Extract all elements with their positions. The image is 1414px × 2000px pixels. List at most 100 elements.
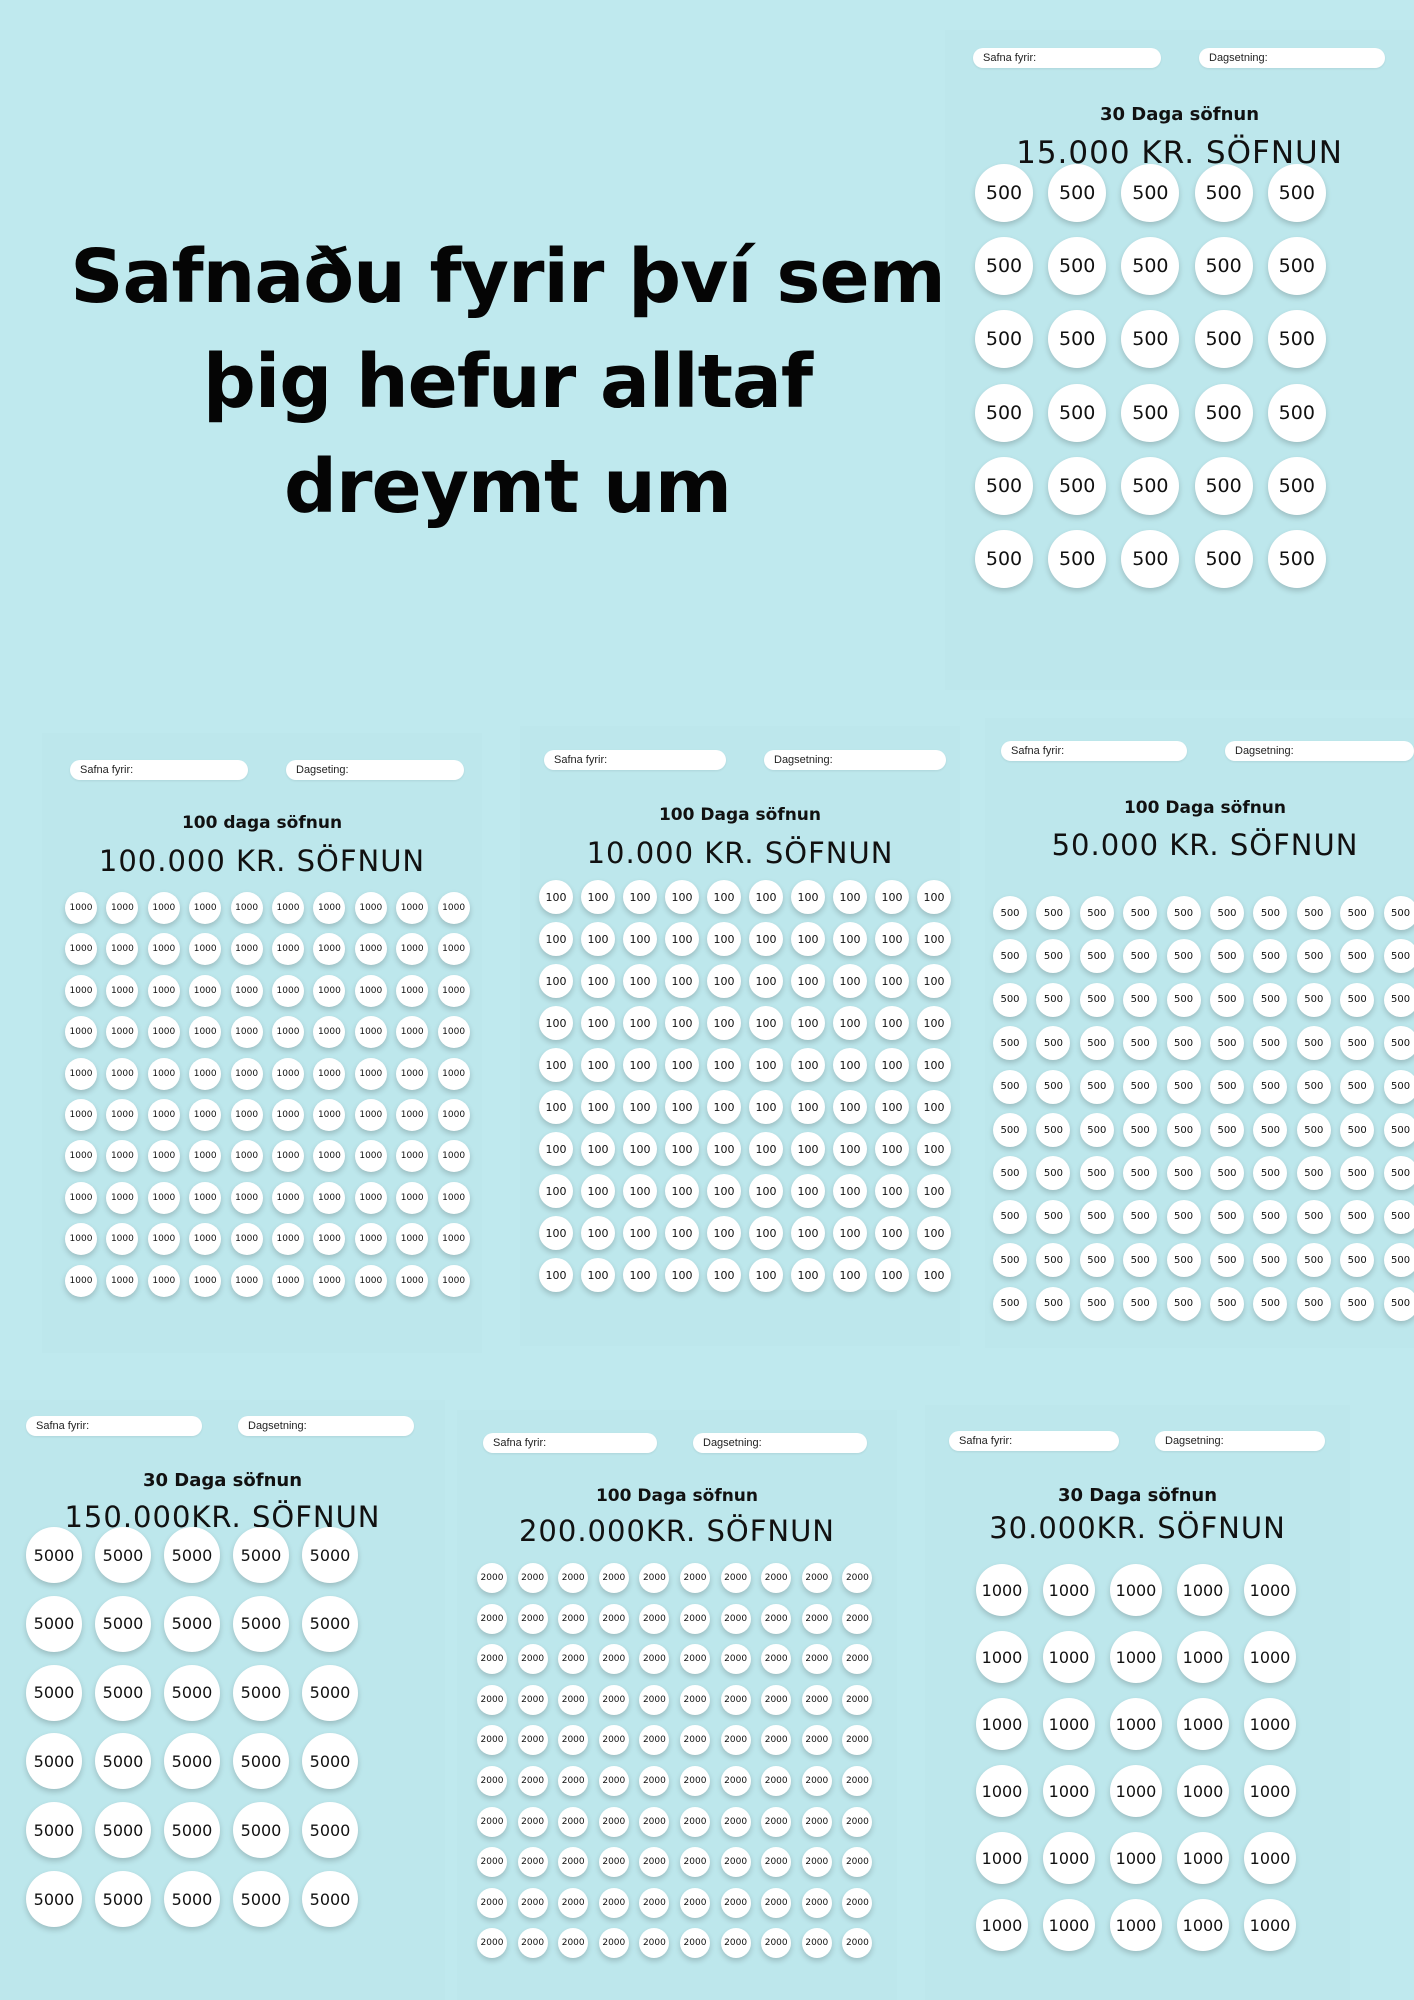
savings-coin[interactable]: 100 — [791, 1006, 825, 1040]
savings-coin[interactable]: 500 — [1194, 164, 1253, 222]
savings-coin[interactable]: 2000 — [477, 1928, 507, 1959]
savings-coin[interactable]: 2000 — [517, 1725, 548, 1756]
savings-coin[interactable]: 5000 — [95, 1527, 151, 1583]
savings-coin[interactable]: 1000 — [272, 1057, 304, 1090]
savings-coin[interactable]: 2000 — [598, 1603, 629, 1634]
savings-coin[interactable]: 2000 — [598, 1684, 629, 1715]
savings-coin[interactable]: 1000 — [354, 1264, 387, 1297]
savings-coin[interactable]: 1000 — [189, 1099, 222, 1131]
savings-coin[interactable]: 1000 — [354, 1016, 387, 1049]
savings-coin[interactable]: 2000 — [720, 1644, 751, 1675]
savings-coin[interactable]: 100 — [791, 1090, 825, 1124]
savings-coin[interactable]: 2000 — [598, 1563, 629, 1593]
savings-coin[interactable]: 500 — [1036, 1113, 1071, 1147]
savings-coin[interactable]: 100 — [833, 1216, 867, 1250]
savings-coin[interactable]: 2000 — [801, 1684, 832, 1715]
savings-coin[interactable]: 500 — [1166, 1113, 1201, 1147]
savings-coin[interactable]: 2000 — [680, 1887, 710, 1918]
savings-coin[interactable]: 500 — [1048, 383, 1107, 442]
savings-coin[interactable]: 5000 — [95, 1595, 151, 1652]
savings-coin[interactable]: 2000 — [680, 1563, 710, 1593]
savings-coin[interactable]: 500 — [1340, 1069, 1375, 1104]
savings-coin[interactable]: 2000 — [842, 1928, 873, 1959]
savings-coin[interactable]: 500 — [1123, 939, 1158, 974]
savings-coin[interactable]: 500 — [1383, 1026, 1414, 1061]
savings-coin[interactable]: 500 — [1166, 1243, 1201, 1278]
savings-coin[interactable]: 100 — [539, 880, 573, 914]
savings-coin[interactable]: 500 — [975, 164, 1033, 222]
savings-coin[interactable]: 500 — [1210, 982, 1244, 1017]
savings-coin[interactable]: 1000 — [1244, 1564, 1296, 1616]
date-field[interactable]: Dagsetning: — [1155, 1431, 1325, 1451]
savings-coin[interactable]: 1000 — [230, 1181, 263, 1214]
savings-coin[interactable]: 5000 — [95, 1802, 151, 1859]
savings-coin[interactable]: 1000 — [65, 892, 97, 924]
savings-coin[interactable]: 1000 — [396, 974, 429, 1007]
savings-coin[interactable]: 500 — [1383, 896, 1414, 930]
savings-coin[interactable]: 500 — [993, 1026, 1027, 1061]
savings-coin[interactable]: 1000 — [106, 974, 139, 1007]
savings-coin[interactable]: 1000 — [976, 1564, 1028, 1616]
savings-coin[interactable]: 2000 — [477, 1563, 507, 1593]
savings-coin[interactable]: 1000 — [106, 1140, 139, 1173]
savings-coin[interactable]: 1000 — [437, 1140, 470, 1173]
savings-coin[interactable]: 1000 — [147, 1057, 180, 1090]
savings-coin[interactable]: 2000 — [801, 1806, 832, 1837]
savings-coin[interactable]: 2000 — [598, 1928, 629, 1959]
savings-coin[interactable]: 1000 — [1110, 1899, 1162, 1951]
savings-coin[interactable]: 1000 — [396, 1057, 429, 1090]
savings-coin[interactable]: 500 — [1253, 939, 1288, 974]
savings-coin[interactable]: 100 — [665, 1216, 699, 1250]
savings-coin[interactable]: 1000 — [437, 892, 470, 924]
savings-coin[interactable]: 1000 — [65, 1223, 97, 1256]
savings-coin[interactable]: 1000 — [354, 1057, 387, 1090]
savings-coin[interactable]: 500 — [1194, 310, 1253, 369]
savings-coin[interactable]: 1000 — [106, 1223, 139, 1256]
savings-coin[interactable]: 5000 — [26, 1595, 82, 1652]
savings-coin[interactable]: 100 — [917, 880, 951, 914]
savings-coin[interactable]: 100 — [875, 1132, 909, 1166]
savings-coin[interactable]: 500 — [993, 1069, 1027, 1104]
savings-coin[interactable]: 1000 — [147, 974, 180, 1007]
savings-coin[interactable]: 1000 — [976, 1899, 1028, 1951]
savings-coin[interactable]: 2000 — [517, 1644, 548, 1675]
savings-coin[interactable]: 1000 — [1043, 1832, 1095, 1884]
savings-coin[interactable]: 500 — [1194, 383, 1253, 442]
savings-coin[interactable]: 1000 — [354, 974, 387, 1007]
savings-coin[interactable]: 2000 — [639, 1928, 670, 1959]
savings-coin[interactable]: 5000 — [26, 1802, 82, 1859]
savings-coin[interactable]: 100 — [875, 1174, 909, 1208]
savings-coin[interactable]: 1000 — [147, 1016, 180, 1049]
savings-coin[interactable]: 100 — [749, 1132, 783, 1166]
save-for-field[interactable]: Safna fyrir: — [1001, 741, 1187, 761]
savings-coin[interactable]: 5000 — [164, 1871, 220, 1927]
savings-coin[interactable]: 5000 — [164, 1733, 220, 1790]
savings-coin[interactable]: 100 — [917, 1090, 951, 1124]
savings-coin[interactable]: 100 — [623, 1048, 657, 1082]
savings-coin[interactable]: 5000 — [95, 1733, 151, 1790]
savings-coin[interactable]: 100 — [539, 964, 573, 998]
save-for-field[interactable]: Safna fyrir: — [544, 750, 726, 770]
savings-coin[interactable]: 1000 — [313, 1181, 346, 1214]
savings-coin[interactable]: 1000 — [1244, 1765, 1296, 1817]
savings-coin[interactable]: 500 — [1340, 1199, 1375, 1234]
savings-coin[interactable]: 5000 — [302, 1595, 358, 1652]
savings-coin[interactable]: 1000 — [1244, 1631, 1296, 1683]
savings-coin[interactable]: 500 — [1048, 310, 1107, 369]
savings-coin[interactable]: 1000 — [230, 1099, 263, 1131]
savings-coin[interactable]: 100 — [917, 1048, 951, 1082]
savings-coin[interactable]: 2000 — [801, 1563, 832, 1593]
savings-coin[interactable]: 500 — [1194, 237, 1253, 296]
savings-coin[interactable]: 2000 — [720, 1806, 751, 1837]
savings-coin[interactable]: 500 — [1296, 896, 1331, 930]
savings-coin[interactable]: 5000 — [95, 1871, 151, 1927]
savings-coin[interactable]: 500 — [1036, 939, 1071, 974]
save-for-field[interactable]: Safna fyrir: — [949, 1431, 1119, 1451]
savings-coin[interactable]: 500 — [1048, 530, 1107, 588]
savings-coin[interactable]: 2000 — [477, 1887, 507, 1918]
savings-coin[interactable]: 5000 — [233, 1802, 289, 1859]
savings-coin[interactable]: 100 — [665, 1006, 699, 1040]
savings-coin[interactable]: 1000 — [189, 1181, 222, 1214]
savings-coin[interactable]: 1000 — [272, 1140, 304, 1173]
savings-coin[interactable]: 500 — [1296, 1286, 1331, 1321]
